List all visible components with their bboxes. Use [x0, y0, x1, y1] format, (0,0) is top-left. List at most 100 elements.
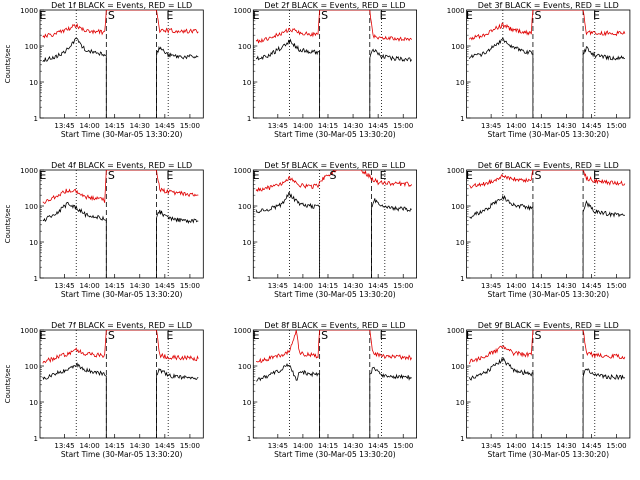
x-axis-label: Start Time (30-Mar-05 13:30:20): [274, 290, 396, 299]
axes-frame: [39, 329, 204, 439]
x-tick-label: 14:30: [343, 122, 363, 130]
y-tick-label: 1: [34, 435, 38, 443]
x-tick-label: 14:15: [105, 122, 125, 130]
panel-title: Det 2f BLACK = Events, RED = LLD: [264, 1, 405, 10]
black-events-series: [469, 37, 625, 118]
panel-2: Det 2f BLACK = Events, RED = LLD 1 10 100 10…: [233, 1, 418, 139]
y-tick-label: 1000: [447, 327, 465, 335]
red-lld-series: [42, 170, 199, 204]
black-events-series: [42, 37, 199, 118]
x-axis-label: Start Time (30-Mar-05 13:30:20): [61, 290, 183, 299]
event-marker-e: E: [593, 9, 600, 22]
event-marker-e: E: [593, 169, 600, 182]
panel-title: Det 3f BLACK = Events, RED = LLD: [478, 1, 619, 10]
event-marker-e: E: [466, 329, 473, 342]
axes-frame: [466, 329, 631, 439]
black-events-series: [256, 363, 412, 438]
axes-frame: [466, 169, 631, 279]
axes-frame: [466, 9, 631, 119]
y-tick-label: 10: [456, 79, 465, 87]
x-tick-label: 14:45: [581, 122, 601, 130]
plot-area: [256, 330, 412, 438]
x-tick-label: 15:00: [606, 122, 626, 130]
black-events-series: [469, 356, 626, 438]
x-tick-label: 14:45: [368, 442, 388, 450]
y-tick-label: 1: [247, 115, 251, 123]
x-axis-label: Start Time (30-Mar-05 13:30:20): [487, 130, 609, 139]
event-marker-s: S: [321, 9, 328, 22]
event-marker-e: E: [466, 169, 473, 182]
y-axis-label: Counts/sec: [4, 45, 12, 84]
x-tick-label: 15:00: [393, 442, 413, 450]
y-tick-label: 1000: [233, 327, 251, 335]
y-tick-label: 100: [25, 203, 38, 211]
x-tick-label: 15:00: [180, 282, 200, 290]
x-tick-label: 14:00: [80, 282, 100, 290]
x-tick-label: 13:45: [268, 122, 288, 130]
x-tick-label: 14:30: [343, 442, 363, 450]
y-tick-label: 100: [451, 43, 464, 51]
panel-5: Det 5f BLACK = Events, RED = LLD 1 10 100 10…: [233, 161, 418, 299]
y-tick-label: 100: [25, 43, 38, 51]
x-tick-label: 13:45: [54, 442, 74, 450]
x-tick-label: 15:00: [393, 122, 413, 130]
plot-area: [469, 10, 626, 118]
red-lld-series: [255, 10, 412, 44]
x-tick-label: 15:00: [180, 122, 200, 130]
y-tick-label: 1: [34, 275, 38, 283]
y-tick-label: 10: [456, 399, 465, 407]
panel-4: Det 4f BLACK = Events, RED = LLD 1 10 100 10…: [4, 161, 204, 299]
y-tick-label: 1000: [447, 167, 465, 175]
y-tick-label: 10: [29, 399, 38, 407]
panel-title: Det 5f BLACK = Events, RED = LLD: [264, 161, 405, 170]
x-tick-label: 14:00: [506, 442, 526, 450]
x-tick-label: 13:45: [54, 282, 74, 290]
x-tick-label: 14:15: [105, 442, 125, 450]
x-tick-label: 14:15: [318, 122, 338, 130]
event-marker-e: E: [253, 329, 260, 342]
event-marker-e: E: [39, 329, 46, 342]
x-tick-label: 15:00: [606, 442, 626, 450]
event-marker-e: E: [593, 329, 600, 342]
axes-frame: [252, 9, 418, 119]
y-axis-label: Counts/sec: [4, 205, 12, 244]
black-events-series: [42, 362, 199, 438]
x-tick-label: 15:00: [606, 282, 626, 290]
event-marker-s: S: [534, 169, 541, 182]
y-tick-label: 10: [242, 399, 251, 407]
event-marker-s: S: [108, 169, 115, 182]
x-tick-label: 14:00: [293, 122, 313, 130]
x-tick-label: 15:00: [180, 442, 200, 450]
x-tick-label: 13:45: [481, 282, 501, 290]
x-tick-label: 14:00: [80, 442, 100, 450]
x-tick-label: 14:15: [531, 282, 551, 290]
event-marker-s: S: [534, 9, 541, 22]
x-tick-label: 14:30: [130, 442, 150, 450]
panel-title: Det 7f BLACK = Events, RED = LLD: [51, 321, 192, 330]
axes-frame: [252, 169, 418, 279]
plot-area: [469, 330, 626, 438]
x-tick-label: 14:15: [318, 442, 338, 450]
x-tick-label: 15:00: [393, 282, 413, 290]
x-tick-label: 14:45: [581, 442, 601, 450]
x-tick-label: 14:45: [368, 122, 388, 130]
event-marker-e: E: [253, 9, 260, 22]
x-tick-label: 14:30: [343, 282, 363, 290]
y-tick-label: 10: [242, 79, 251, 87]
black-events-series: [255, 38, 412, 118]
x-tick-label: 14:00: [506, 282, 526, 290]
axes-frame: [39, 9, 204, 119]
x-tick-label: 14:45: [155, 122, 175, 130]
x-axis-label: Start Time (30-Mar-05 13:30:20): [487, 290, 609, 299]
black-events-series: [469, 194, 625, 278]
x-axis-label: Start Time (30-Mar-05 13:30:20): [274, 130, 396, 139]
y-tick-label: 100: [451, 203, 464, 211]
x-tick-label: 14:00: [293, 442, 313, 450]
x-tick-label: 14:00: [80, 122, 100, 130]
y-tick-label: 1000: [20, 327, 38, 335]
y-tick-label: 100: [451, 363, 464, 371]
x-tick-label: 14:15: [105, 282, 125, 290]
event-marker-e: E: [39, 9, 46, 22]
event-marker-e: E: [253, 169, 260, 182]
